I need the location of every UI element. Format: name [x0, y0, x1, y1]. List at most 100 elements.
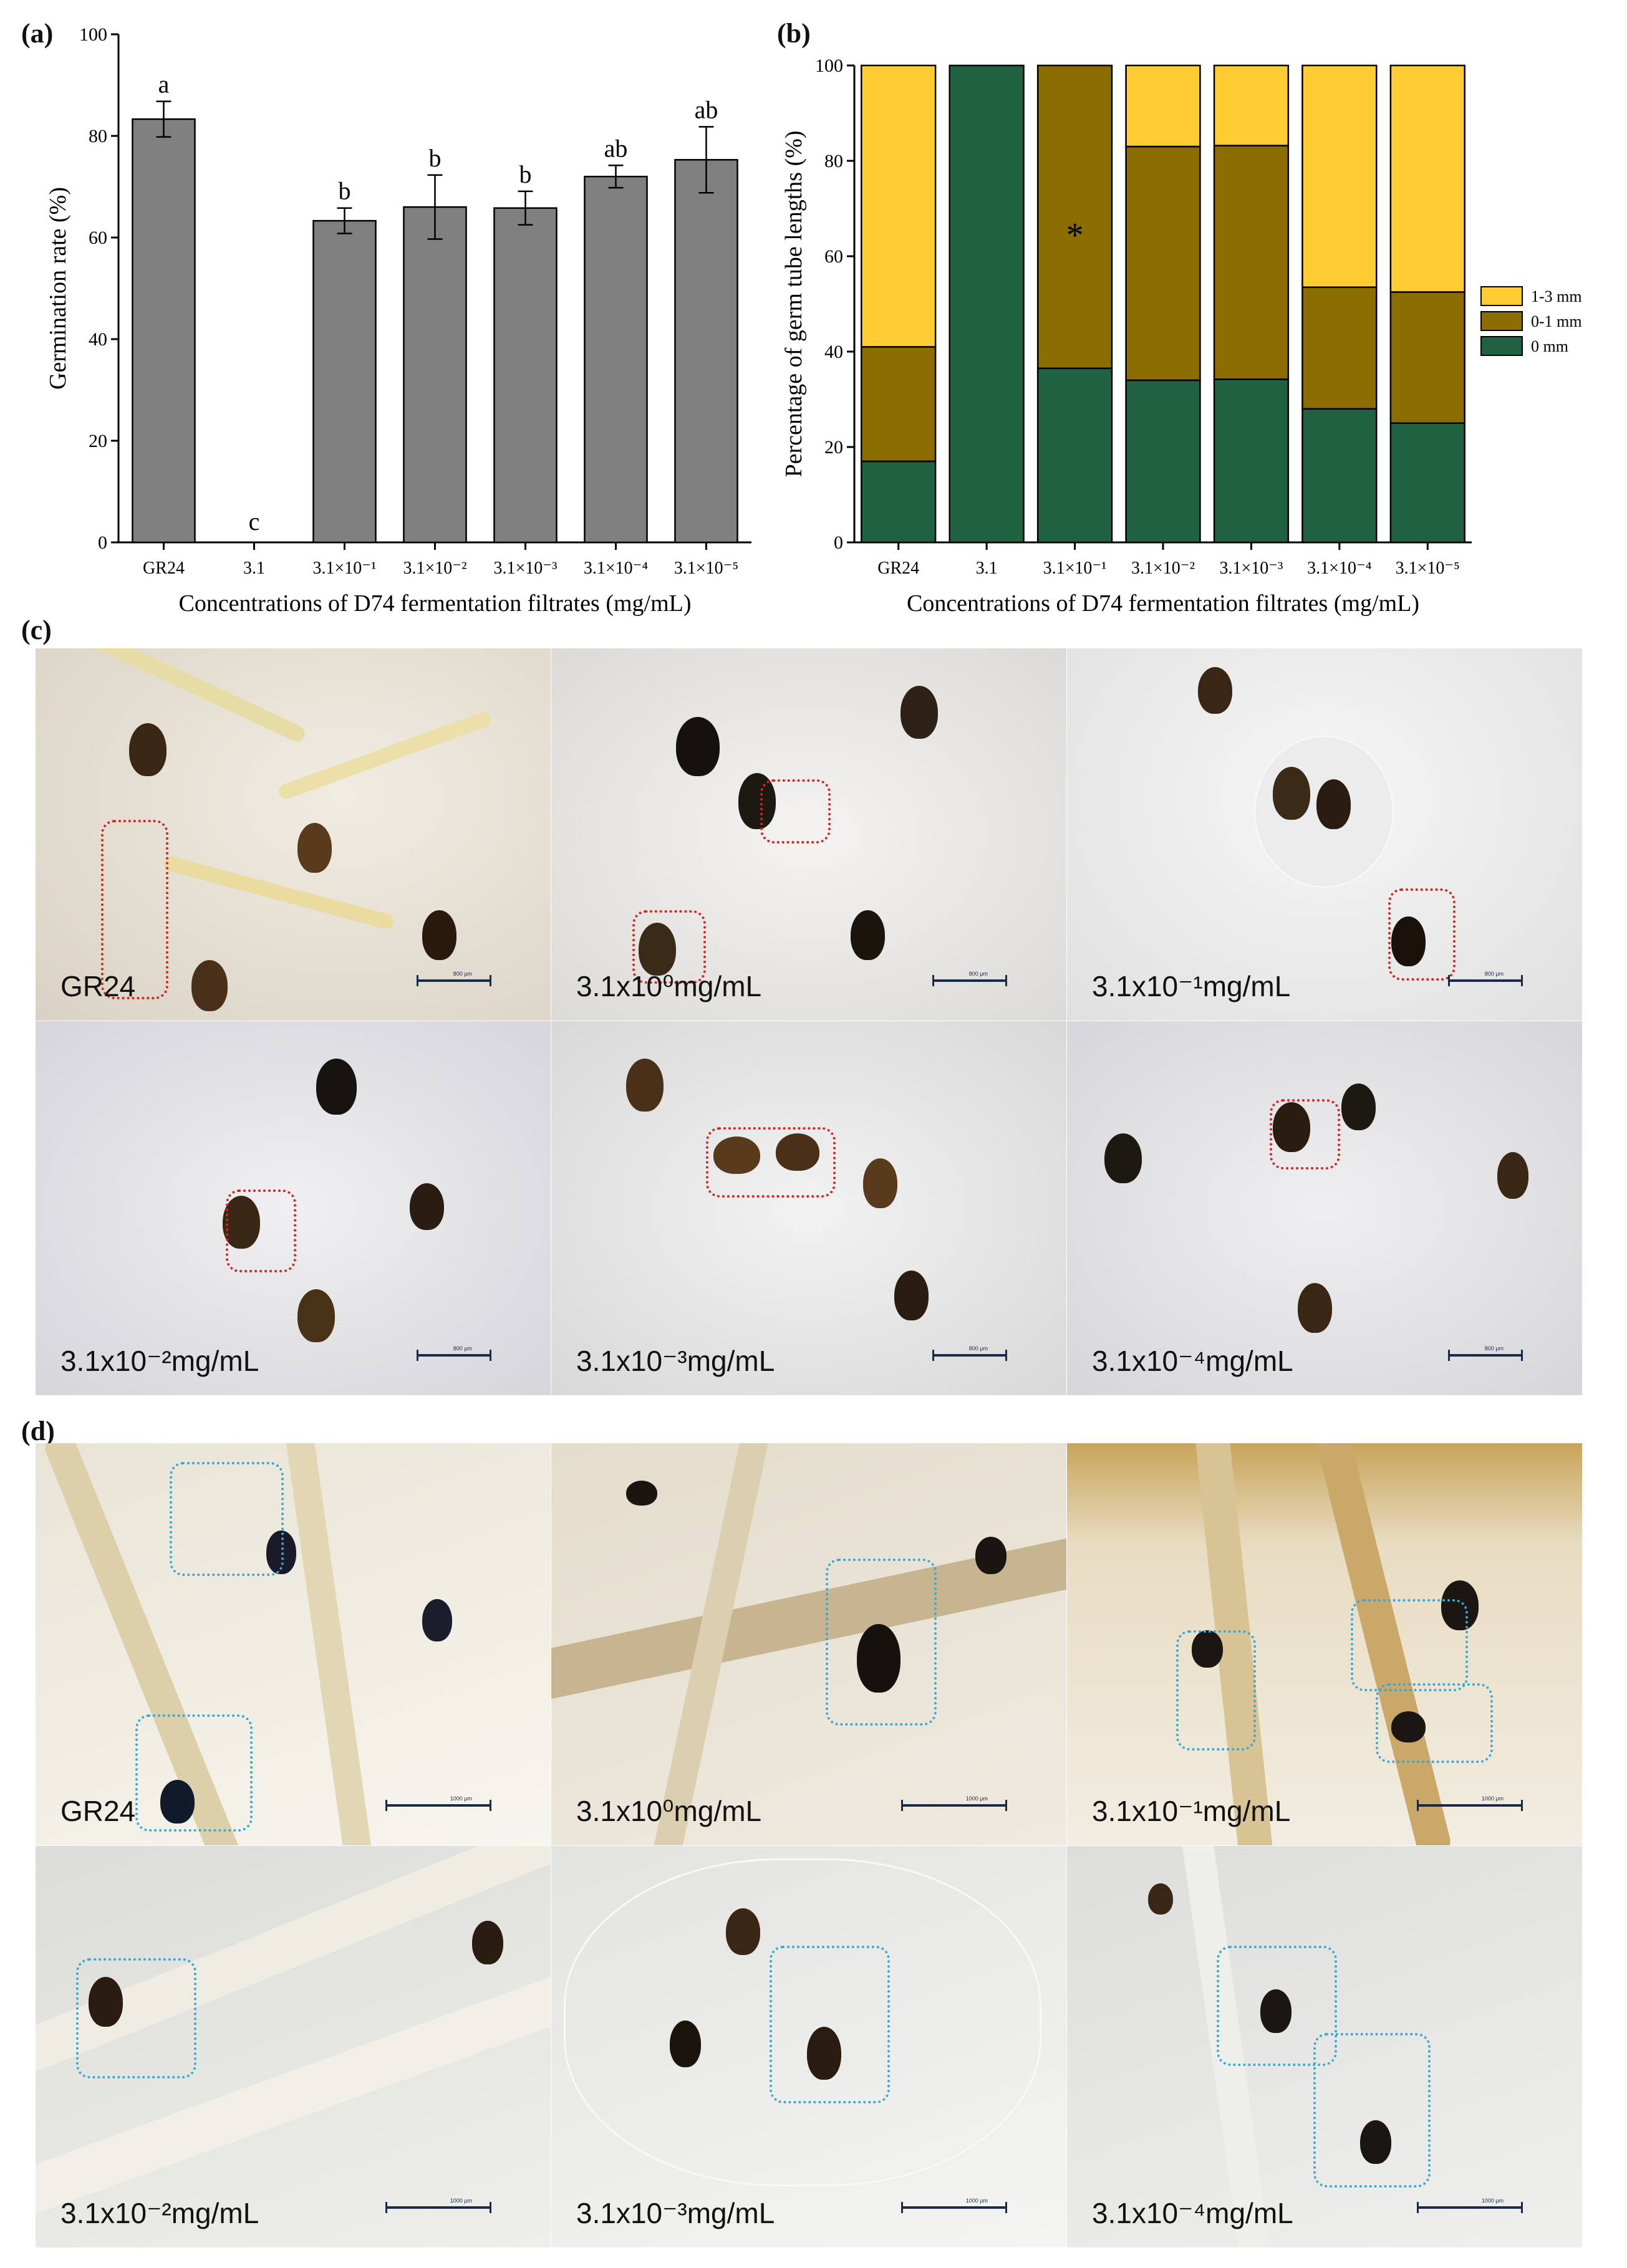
highlight-box	[826, 1559, 937, 1726]
x-tick-label: 3.1×10⁻⁴	[584, 559, 648, 578]
x-tick-label: 3.1×10⁻²	[403, 559, 467, 578]
stacked-bar-segment	[1213, 378, 1290, 544]
scale-text: 800 μm	[1484, 1345, 1504, 1352]
bar	[312, 219, 377, 544]
seed	[472, 1921, 503, 1964]
y-tick-label: 20	[89, 431, 107, 451]
photo-label: 3.1x10⁻³mg/mL	[576, 2197, 775, 2229]
seed	[626, 1481, 657, 1506]
legend-swatch	[1480, 286, 1523, 306]
x-axis-title: Concentrations of D74 fermentation filtr…	[907, 590, 1419, 617]
y-tick-label: 100	[79, 24, 107, 45]
x-tick-label: 3.1×10⁻³	[494, 559, 558, 578]
seed	[1341, 1084, 1376, 1130]
scale-bar	[1417, 1800, 1523, 1811]
y-tick-label: 100	[815, 55, 843, 76]
scale-text: 800 μm	[453, 1345, 472, 1352]
legend-label: 1-3 mm	[1531, 287, 1582, 305]
seed	[410, 1183, 444, 1230]
stacked-bar-segment	[949, 64, 1025, 544]
seed	[160, 1780, 195, 1824]
photo-d-3.1e-2: 3.1x10⁻²mg/mL 1000 μm	[36, 1846, 551, 2247]
scale-text: 800 μm	[968, 1345, 988, 1352]
photo-d-3.1e-4: 3.1x10⁻⁴mg/mL 1000 μm	[1067, 1846, 1582, 2247]
root	[283, 1443, 377, 1845]
significance-letter: ab	[604, 134, 628, 162]
legend-label: 0-1 mm	[1531, 312, 1582, 330]
seed	[191, 960, 228, 1011]
photo-label: 3.1x10⁻⁴mg/mL	[1092, 2197, 1293, 2229]
highlight-box	[226, 1189, 296, 1272]
x-tick-label: 3.1×10⁻⁴	[1307, 559, 1371, 578]
bar	[132, 118, 196, 544]
highlight-box	[1217, 1946, 1337, 2066]
photo-d-3.1: 3.1x10⁰mg/mL 1000 μm	[551, 1443, 1066, 1845]
photo-c-gr24: GR24 800 μm	[36, 648, 551, 1021]
highlight-box	[1270, 1099, 1340, 1170]
highlight-box	[1388, 888, 1456, 981]
y-tick-label: 40	[89, 329, 107, 350]
seed	[726, 1908, 760, 1955]
highlight-box	[1176, 1630, 1256, 1751]
seed	[1273, 767, 1310, 820]
photo-grid-c: GR24 800 μm 3.1x10⁰mg/mL 800 μm 3.1x10⁻¹…	[36, 648, 1582, 1395]
significance-letter: b	[519, 160, 532, 188]
seed	[297, 1289, 335, 1342]
seed	[422, 1599, 452, 1641]
y-tick-label: 20	[824, 437, 843, 458]
photo-d-gr24: GR24 1000 μm	[36, 1443, 551, 1845]
highlight-box	[760, 779, 831, 843]
panel-label-d: (d)	[21, 1416, 55, 1446]
seed	[89, 1977, 123, 2027]
seed	[1316, 779, 1351, 829]
y-tick-label: 60	[89, 228, 107, 248]
scale-text: 1000 μm	[1481, 2198, 1504, 2204]
highlight-box	[1351, 1599, 1468, 1691]
x-axis-title: Concentrations of D74 fermentation filtr…	[178, 590, 691, 617]
photo-c-3.1e-4: 3.1x10⁻⁴mg/mL 800 μm	[1067, 1021, 1582, 1395]
seed	[670, 2021, 701, 2067]
stacked-bar-segment	[1301, 286, 1378, 410]
scale-bar	[932, 975, 1007, 986]
seed	[776, 1133, 819, 1171]
seed	[1497, 1152, 1528, 1199]
y-tick-label: 40	[824, 342, 843, 362]
photo-c-3.1e-2: 3.1x10⁻²mg/mL 800 μm	[36, 1021, 551, 1395]
photo-grid-d: GR24 1000 μm 3.1x10⁰mg/mL 1000 μm 3.1x10…	[36, 1443, 1582, 2247]
legend-swatch	[1480, 311, 1523, 331]
significance-letter: a	[158, 70, 170, 99]
scale-bar	[1417, 2202, 1523, 2213]
stacked-bar-segment	[1213, 64, 1290, 147]
scale-bar	[385, 1800, 491, 1811]
stacked-bar-segment	[1125, 145, 1201, 382]
germ-tube	[276, 710, 493, 801]
x-tick-label: 3.1×10⁻⁵	[674, 559, 738, 578]
seed	[1391, 1711, 1426, 1742]
seed	[900, 686, 938, 739]
stacked-bar-segment	[1036, 367, 1113, 544]
seed	[676, 717, 720, 776]
stacked-bar-segment	[1301, 408, 1378, 544]
germ-tube	[63, 648, 307, 744]
highlight-box	[170, 1462, 284, 1576]
seed	[639, 923, 676, 976]
photo-label: 3.1x10⁰mg/mL	[576, 1795, 762, 1827]
x-tick-label: 3.1×10⁻²	[1131, 559, 1195, 578]
significance-letter: c	[249, 507, 260, 536]
germ-tube	[162, 855, 395, 931]
membrane-outline	[564, 1858, 1041, 2186]
stacked-bar-segment	[1389, 291, 1465, 424]
seed	[713, 1136, 760, 1174]
highlight-box	[101, 820, 168, 999]
y-tick-label: 80	[824, 151, 843, 171]
stacked-bar-segment	[1213, 145, 1290, 380]
scale-bar	[385, 2202, 491, 2213]
stacked-bar-segment	[1389, 422, 1465, 544]
seed	[422, 910, 456, 960]
highlight-box	[135, 1714, 253, 1832]
x-tick-label: 3.1×10⁻¹	[313, 559, 377, 578]
significance-letter: ab	[695, 95, 718, 123]
scale-text: 800 μm	[453, 971, 472, 977]
scale-text: 800 μm	[1484, 971, 1504, 977]
scale-bar	[417, 1350, 491, 1361]
